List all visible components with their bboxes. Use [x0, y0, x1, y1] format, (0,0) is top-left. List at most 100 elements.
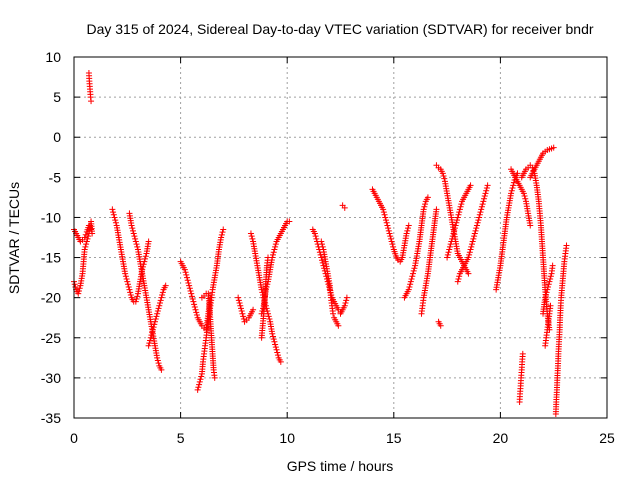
data-point — [193, 312, 200, 319]
data-point — [407, 281, 414, 288]
data-point — [125, 281, 132, 288]
data-point — [466, 249, 473, 256]
data-point — [341, 204, 348, 211]
data-point — [270, 336, 277, 343]
data-point — [88, 98, 95, 105]
data-point — [563, 242, 570, 249]
data-point — [272, 243, 279, 250]
data-point — [467, 246, 474, 253]
data-point — [128, 222, 135, 229]
data-point — [81, 234, 88, 241]
data-point — [260, 305, 267, 312]
data-point — [265, 313, 272, 320]
data-point — [444, 251, 451, 258]
data-point — [196, 378, 203, 385]
data-point — [481, 195, 488, 202]
x-tick-label: 10 — [279, 430, 295, 446]
data-point — [269, 251, 276, 258]
data-point — [211, 374, 218, 381]
data-point — [122, 273, 129, 280]
data-point — [444, 254, 451, 261]
data-point — [89, 230, 96, 237]
data-point — [127, 291, 134, 298]
data-point — [454, 217, 461, 224]
data-point — [311, 230, 318, 237]
data-point — [159, 291, 166, 298]
data-point — [194, 386, 201, 393]
data-point — [218, 234, 225, 241]
data-point — [152, 318, 159, 325]
data-point — [437, 322, 444, 329]
data-point — [386, 230, 393, 237]
data-point — [122, 270, 129, 277]
data-point — [109, 206, 116, 213]
data-point — [468, 241, 475, 248]
data-point — [142, 253, 149, 260]
data-point — [454, 278, 461, 285]
data-point — [153, 313, 160, 320]
data-point — [71, 281, 78, 288]
data-point — [441, 175, 448, 182]
data-point — [318, 238, 325, 245]
data-point — [319, 259, 326, 266]
data-point — [452, 222, 459, 229]
data-point — [467, 182, 474, 189]
data-point — [197, 376, 204, 383]
data-point — [125, 283, 132, 290]
data-point — [147, 337, 154, 344]
data-point — [343, 297, 350, 304]
data-point — [319, 257, 326, 264]
data-point — [411, 265, 418, 272]
data-point — [474, 219, 481, 226]
data-point — [422, 201, 429, 208]
data-point — [271, 246, 278, 253]
data-point — [240, 316, 247, 323]
data-point — [134, 243, 141, 250]
data-point — [259, 308, 266, 315]
data-point — [319, 241, 326, 248]
data-point — [522, 195, 529, 202]
data-point — [82, 243, 89, 250]
data-point — [546, 278, 553, 285]
data-point — [274, 352, 281, 359]
data-point — [451, 227, 458, 234]
data-point — [473, 225, 480, 232]
data-point — [456, 206, 463, 213]
data-point — [181, 266, 188, 273]
data-point — [509, 185, 516, 192]
data-point — [480, 198, 487, 205]
data-point — [110, 209, 117, 216]
data-point — [262, 286, 269, 293]
data-point — [156, 302, 163, 309]
data-point — [188, 290, 195, 297]
x-tick-label: 25 — [599, 430, 615, 446]
data-point — [187, 287, 194, 294]
data-point — [154, 354, 161, 361]
data-point — [424, 194, 431, 201]
data-point — [450, 230, 457, 237]
data-point — [238, 308, 245, 315]
data-point — [387, 233, 394, 240]
data-point — [478, 203, 485, 210]
data-point — [240, 313, 247, 320]
data-point — [317, 251, 324, 258]
data-point — [156, 300, 163, 307]
data-point — [124, 278, 131, 285]
data-point — [269, 330, 276, 337]
data-point — [263, 283, 270, 290]
data-point — [455, 275, 462, 282]
data-point — [477, 209, 484, 216]
x-tick-label: 5 — [177, 430, 185, 446]
data-point — [247, 230, 254, 237]
data-point — [110, 211, 117, 218]
data-point — [521, 193, 528, 200]
data-point — [466, 251, 473, 258]
data-point — [318, 254, 325, 261]
data-point — [111, 214, 118, 221]
data-point — [456, 273, 463, 280]
data-point — [196, 381, 203, 388]
data-point — [154, 310, 161, 317]
data-point — [508, 190, 515, 197]
data-point — [127, 289, 134, 296]
